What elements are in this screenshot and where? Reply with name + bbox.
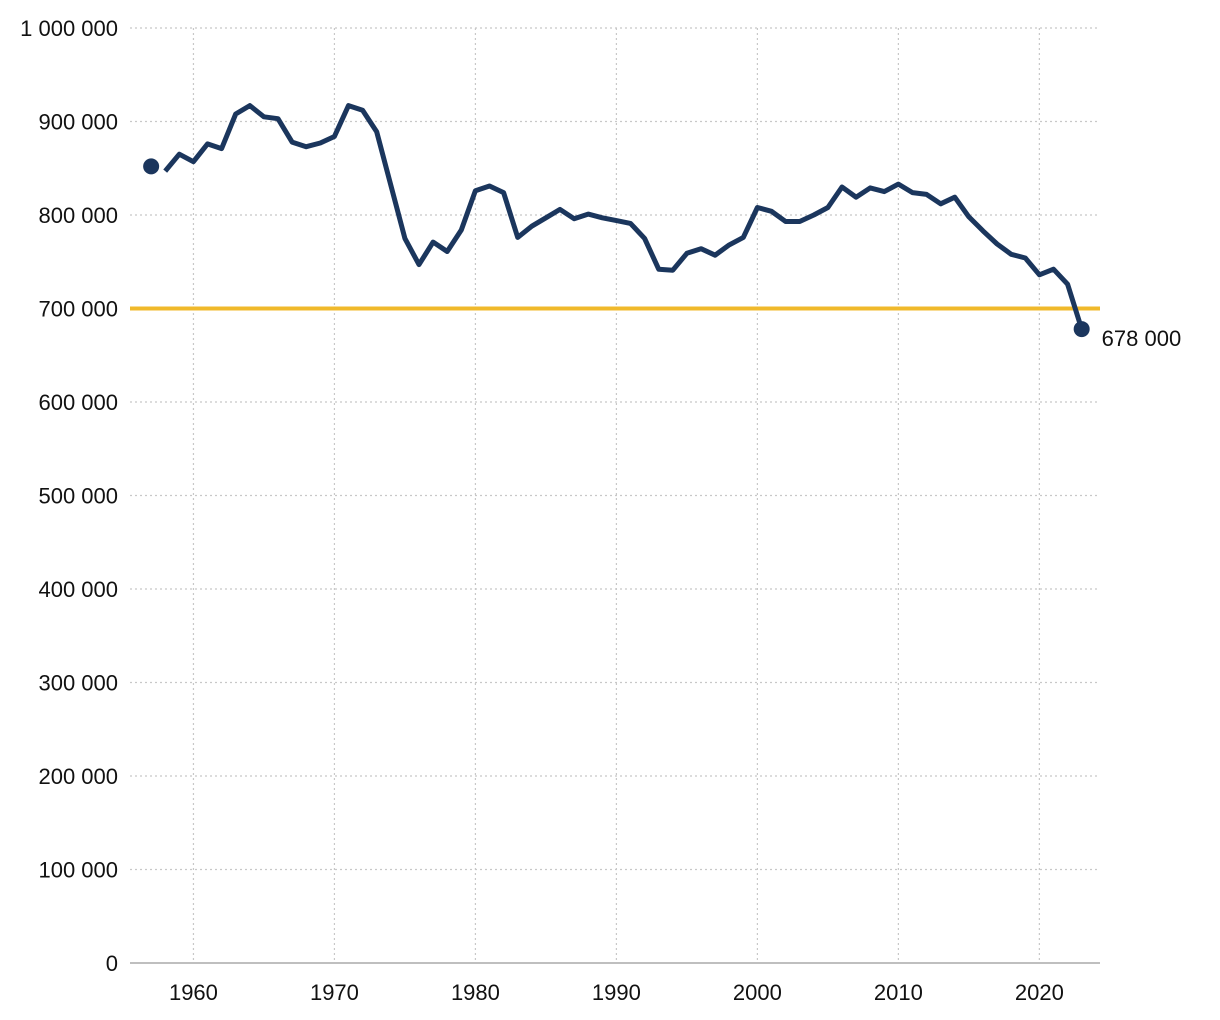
y-tick-label: 100 000 bbox=[38, 858, 118, 883]
axis-layer: 0 100 000 200 000 300 000 400 000 500 000 600 … bbox=[20, 16, 1100, 1005]
y-tick-label: 900 000 bbox=[38, 110, 118, 135]
y-tick-label: 800 000 bbox=[38, 203, 118, 228]
y-tick-label: 500 000 bbox=[38, 484, 118, 509]
y-tick-label: 0 bbox=[106, 951, 118, 976]
y-tick-label: 600 000 bbox=[38, 390, 118, 415]
x-tick-label: 1990 bbox=[592, 980, 641, 1005]
series-line bbox=[163, 103, 1085, 330]
series-layer bbox=[163, 103, 1085, 330]
grid-layer bbox=[130, 27, 1100, 963]
y-tick-label: 1 000 000 bbox=[20, 16, 118, 41]
y-tick-label: 200 000 bbox=[38, 764, 118, 789]
y-tick-label: 700 000 bbox=[38, 297, 118, 322]
data-point-marker bbox=[1073, 321, 1090, 338]
marker-layer: 678 000 bbox=[143, 158, 1181, 351]
y-tick-label: 300 000 bbox=[38, 671, 118, 696]
x-tick-label: 2010 bbox=[874, 980, 923, 1005]
x-tick-label: 1970 bbox=[310, 980, 359, 1005]
x-tick-label: 1960 bbox=[169, 980, 218, 1005]
x-tick-label: 2020 bbox=[1015, 980, 1064, 1005]
y-tick-label: 400 000 bbox=[38, 577, 118, 602]
x-tick-label: 2000 bbox=[733, 980, 782, 1005]
x-tick-label: 1980 bbox=[451, 980, 500, 1005]
data-label: 678 000 bbox=[1102, 326, 1182, 351]
data-point-marker bbox=[143, 158, 160, 175]
